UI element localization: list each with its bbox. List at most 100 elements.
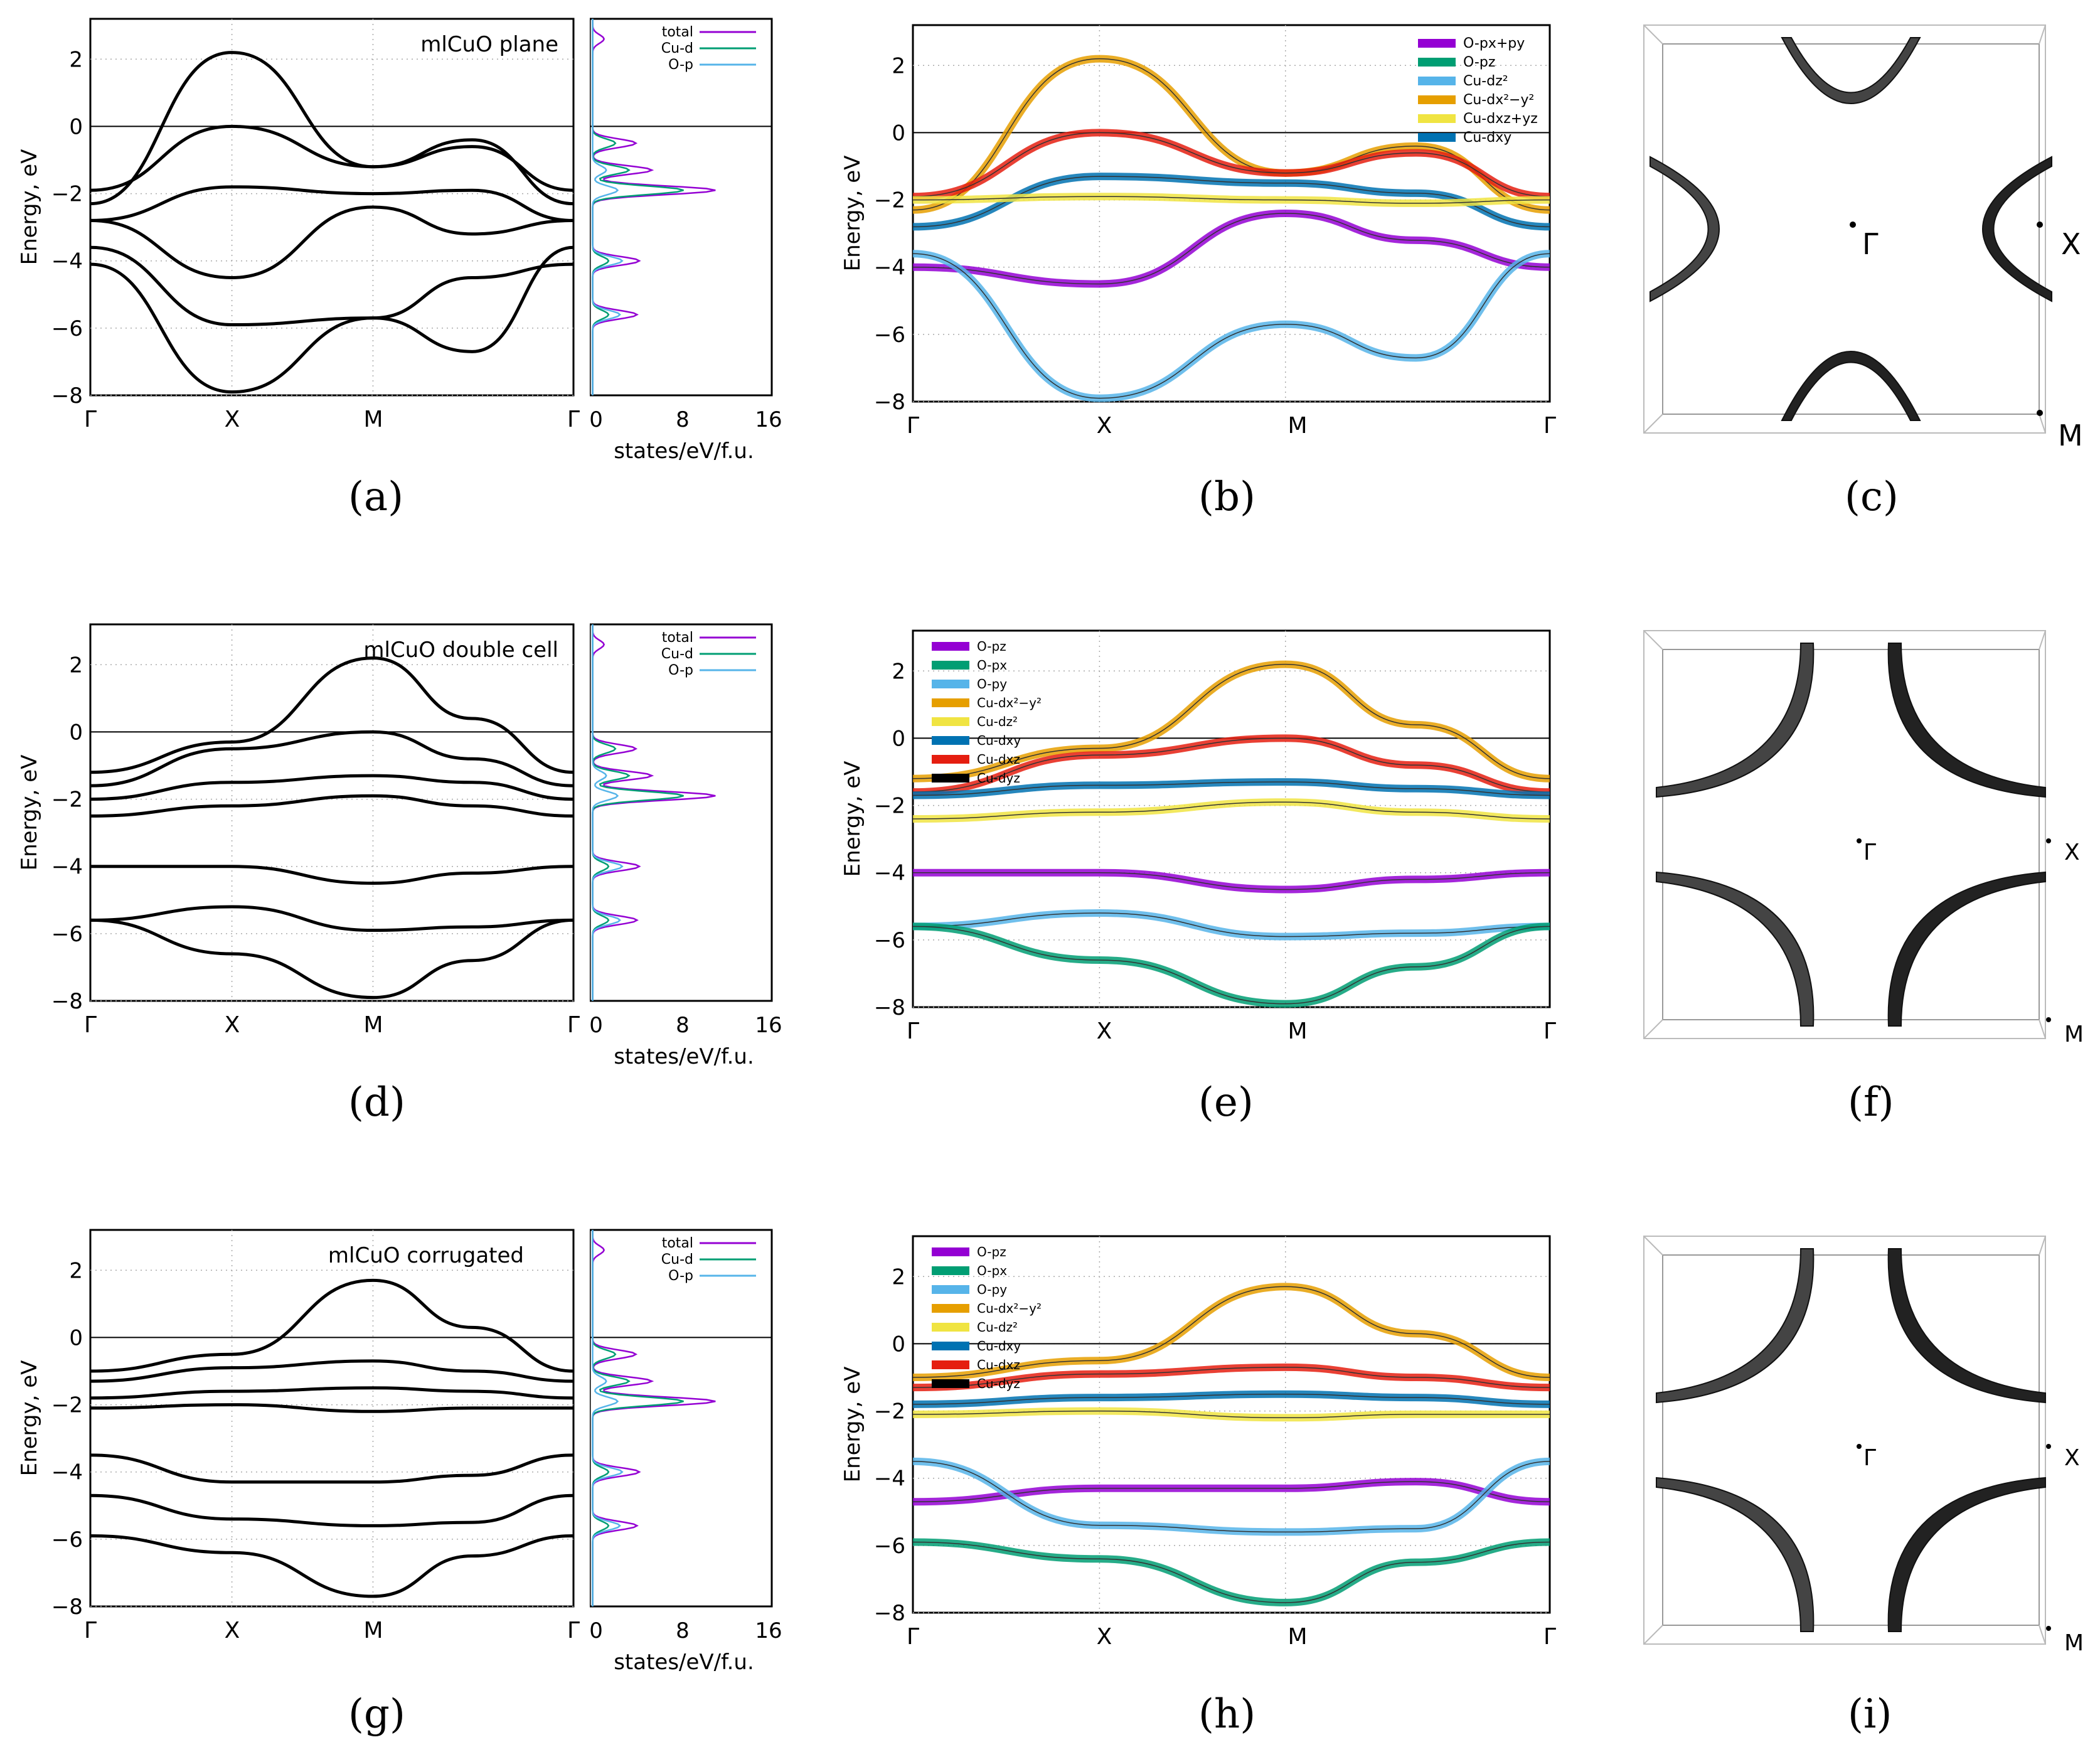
band-line-2 xyxy=(912,781,1550,796)
y-tick-label: −6 xyxy=(51,922,83,947)
kpoint-m: M xyxy=(1287,413,1307,439)
dos-curve-total xyxy=(592,624,716,1001)
legend-swatch xyxy=(1418,95,1456,104)
dos-tick-16: 16 xyxy=(755,1618,782,1643)
legend-swatch xyxy=(1418,77,1456,85)
legend-swatch xyxy=(932,680,969,688)
kpoint-gamma: Γ xyxy=(907,1018,919,1044)
bz-edge xyxy=(2039,1625,2046,1645)
fermi-sheet-3 xyxy=(1887,1477,2046,1632)
panel-e-fatbands: −8 −6 −4 −2 0 2 Energy, eV O-pz O-px O-py Cu-dx²… xyxy=(840,629,1556,1044)
y-tick-label: 2 xyxy=(892,659,905,684)
y-tick-label: 0 xyxy=(892,120,905,146)
panel-h-fatbands: −8 −6 −4 −2 0 2 Energy, eV O-pz O-px O-py Cu-dx²… xyxy=(840,1235,1556,1650)
y-tick-label: −8 xyxy=(874,1601,905,1626)
legend-label: O-py xyxy=(977,676,1007,692)
fermi-sheet-0 xyxy=(1781,37,1921,104)
legend-swatch xyxy=(932,642,969,651)
kpoint-gamma: Γ xyxy=(84,407,97,432)
bz-box-inner xyxy=(1662,43,2040,415)
panel-g-dos: total Cu-d O-p 0 8 16 states/eV/f.u. xyxy=(590,1229,782,1675)
legend-swatch xyxy=(1418,39,1456,48)
band-line-4 xyxy=(912,1481,1550,1502)
panel-g-bands: −8 −6 −4 −2 0 2 mlCuO corrugated Energy, eV Γ… xyxy=(17,1229,580,1643)
band-line-1 xyxy=(912,737,1550,793)
y-tick-label: −2 xyxy=(51,788,83,813)
kpoint-gamma-end: Γ xyxy=(567,1618,580,1643)
fermi-sheet-3 xyxy=(1887,871,2046,1027)
band-line-3 xyxy=(90,794,574,818)
legend-label: Cu-dxy xyxy=(977,1338,1021,1354)
legend-total: total xyxy=(662,24,693,40)
band-line-5 xyxy=(90,905,574,932)
caption-g: (g) xyxy=(348,1691,405,1738)
band-line-4 xyxy=(913,872,1550,890)
dos-tick-8: 8 xyxy=(676,1013,690,1038)
fermi-surface-f xyxy=(1643,630,2046,1039)
kpoint-x: X xyxy=(225,1618,240,1643)
band-line-5 xyxy=(912,1461,1550,1533)
legend-label: Cu-dxz xyxy=(977,1357,1020,1372)
legend-cud: Cu-d xyxy=(661,41,693,56)
fat-band-3 xyxy=(912,798,1550,823)
bz-edge xyxy=(1643,630,1663,650)
fermi-sheet-2 xyxy=(1656,1477,1815,1632)
band-line-5 xyxy=(912,912,1550,937)
band-line-3 xyxy=(912,1410,1550,1419)
orbital-legend-e: O-pz O-px O-py Cu-dx²−y² Cu-dz² Cu-dxy Cu-dxz C… xyxy=(932,639,1042,786)
band-line-5 xyxy=(90,262,574,394)
dos-curve-total xyxy=(592,19,716,395)
panel-d-dos: total Cu-d O-p 0 8 16 states/eV/f.u. xyxy=(590,623,782,1069)
legend-label: Cu-dz² xyxy=(1463,73,1508,89)
y-tick-label: −4 xyxy=(874,1466,905,1492)
y-tick-label: −8 xyxy=(874,995,905,1020)
bz-box-outer xyxy=(1643,630,2046,1039)
kpoint-x: X xyxy=(1097,1624,1112,1650)
panel-c-fermi-surface: Γ X M xyxy=(1643,24,2083,452)
band-line-4 xyxy=(90,865,574,885)
y-axis-label: Energy, eV xyxy=(17,1360,42,1477)
fs-gamma-label: Γ xyxy=(1863,840,1876,865)
band-line-6 xyxy=(90,918,574,1000)
band-line-4 xyxy=(912,213,1550,285)
kpoint-gamma-end: Γ xyxy=(567,1012,580,1038)
fermi-sheet-3 xyxy=(1982,156,2052,302)
kpoint-m: M xyxy=(363,407,383,432)
y-tick-label: −8 xyxy=(874,390,905,415)
dos-tick-8: 8 xyxy=(676,407,690,432)
dos-tick-0: 0 xyxy=(590,1013,603,1038)
fermi-surface-i xyxy=(1643,1236,2046,1645)
panel-a-bands: −8 −6 −4 −2 0 2 mlCuO plane Energy, eV Γ X M … xyxy=(17,18,580,432)
band-line-0 xyxy=(90,51,574,206)
legend-label: Cu-dyz xyxy=(977,771,1020,786)
legend-label: O-pz xyxy=(977,639,1006,654)
dos-tick-16: 16 xyxy=(755,407,782,432)
dos-curve-Cu-d xyxy=(592,19,684,395)
fat-band-6 xyxy=(912,922,1550,1008)
fs-gamma-label: Γ xyxy=(1862,227,1879,261)
band-line-1 xyxy=(90,124,574,192)
bz-edge xyxy=(2039,1019,2046,1039)
bz-edge xyxy=(2039,630,2046,650)
kpoint-x: X xyxy=(1097,413,1112,439)
panel-a-dos: total Cu-d O-p 0 8 16 states/eV/f.u. xyxy=(590,18,782,464)
legend-swatch xyxy=(932,698,969,707)
band-line-5 xyxy=(90,1493,574,1527)
dos-xlabel: states/eV/f.u. xyxy=(614,1650,754,1675)
band-line-3 xyxy=(90,1403,573,1413)
band-line-4 xyxy=(90,1453,574,1484)
panel-d-bands: −8−6−4−202 mlCuO double cell Energy, eV … xyxy=(17,623,580,1038)
legend-label: Cu-dz² xyxy=(977,1320,1018,1335)
bz-box-inner xyxy=(1662,649,2040,1020)
dos-curve-O-p xyxy=(592,1230,624,1606)
y-tick-label: 0 xyxy=(69,1325,83,1350)
kpoint-gamma: Γ xyxy=(907,413,919,439)
legend-label: O-py xyxy=(977,1282,1007,1297)
caption-e: (e) xyxy=(1198,1079,1254,1126)
panel-a-title: mlCuO plane xyxy=(420,32,558,57)
band-line-2 xyxy=(90,774,574,801)
legend-swatch xyxy=(932,736,969,745)
legend-label: Cu-dx²−y² xyxy=(977,695,1042,710)
dos-tick-8: 8 xyxy=(676,1618,690,1643)
legend-swatch xyxy=(932,1266,969,1275)
